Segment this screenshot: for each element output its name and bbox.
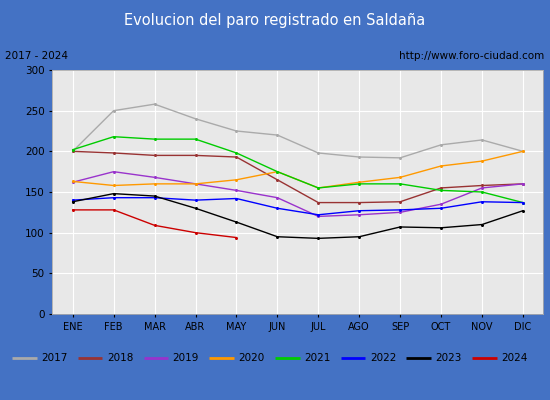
Text: 2023: 2023: [436, 353, 462, 363]
Text: 2017: 2017: [41, 353, 68, 363]
Text: 2022: 2022: [370, 353, 396, 363]
Text: 2020: 2020: [238, 353, 265, 363]
Text: 2017 - 2024: 2017 - 2024: [6, 51, 69, 61]
Text: 2019: 2019: [173, 353, 199, 363]
Text: Evolucion del paro registrado en Saldaña: Evolucion del paro registrado en Saldaña: [124, 14, 426, 28]
Text: 2021: 2021: [304, 353, 331, 363]
Text: http://www.foro-ciudad.com: http://www.foro-ciudad.com: [399, 51, 544, 61]
Text: 2024: 2024: [501, 353, 527, 363]
Text: 2018: 2018: [107, 353, 133, 363]
